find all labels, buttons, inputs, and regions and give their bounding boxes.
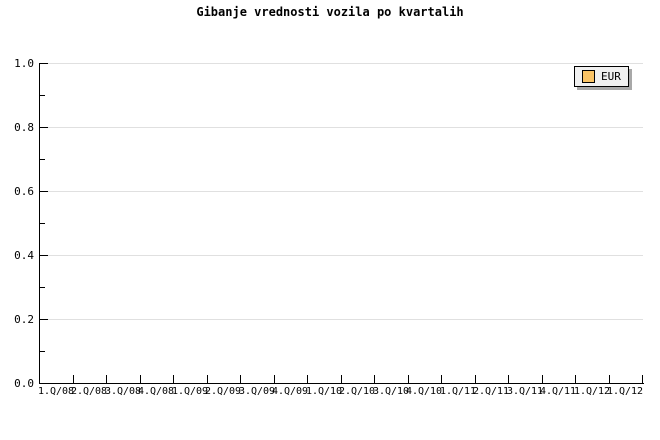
- x-tick-label: 1.Q/08: [37, 386, 75, 397]
- x-tick-label: 3.Q/11: [506, 386, 544, 397]
- x-tick: [240, 375, 241, 383]
- y-major-tick: [40, 255, 48, 256]
- x-tick: [575, 375, 576, 383]
- x-tick: [106, 375, 107, 383]
- y-minor-tick: [40, 159, 45, 160]
- x-tick-label: 1.Q/11: [439, 386, 477, 397]
- x-tick-label: 4.Q/10: [405, 386, 443, 397]
- x-tick-label: 3.Q/08: [104, 386, 142, 397]
- x-tick: [542, 375, 543, 383]
- x-tick-label: 3.Q/09: [238, 386, 276, 397]
- x-axis-line: [39, 383, 644, 384]
- x-tick-label: 4.Q/11: [539, 386, 577, 397]
- y-tick-label: 0.0: [14, 377, 34, 390]
- y-minor-tick: [40, 95, 45, 96]
- x-tick: [609, 375, 610, 383]
- x-tick: [140, 375, 141, 383]
- y-tick-label: 0.8: [14, 121, 34, 134]
- gridline: [40, 63, 643, 64]
- x-tick-label: 4.Q/08: [137, 386, 175, 397]
- x-tick: [274, 375, 275, 383]
- y-minor-tick: [40, 287, 45, 288]
- x-tick: [73, 375, 74, 383]
- x-tick: [475, 375, 476, 383]
- gridline: [40, 255, 643, 256]
- x-tick-label: 1.Q/12: [573, 386, 611, 397]
- legend: EUR: [574, 66, 629, 87]
- x-tick: [307, 375, 308, 383]
- gridline: [40, 191, 643, 192]
- legend-swatch-eur-icon: [582, 70, 595, 83]
- chart-title: Gibanje vrednosti vozila po kvartalih: [196, 5, 464, 19]
- y-major-tick: [40, 63, 48, 64]
- x-tick-label: 4.Q/09: [271, 386, 309, 397]
- x-tick-label: 2.Q/11: [472, 386, 510, 397]
- x-tick-label: 1.Q/12: [606, 386, 644, 397]
- x-tick: [508, 375, 509, 383]
- x-tick: [341, 375, 342, 383]
- y-tick-label: 0.4: [14, 249, 34, 262]
- y-tick-label: 1.0: [14, 57, 34, 70]
- gridline: [40, 127, 643, 128]
- x-tick: [441, 375, 442, 383]
- x-tick-label: 1.Q/09: [171, 386, 209, 397]
- x-tick: [642, 375, 643, 383]
- y-major-tick: [40, 191, 48, 192]
- x-tick-label: 3.Q/10: [372, 386, 410, 397]
- x-tick: [374, 375, 375, 383]
- y-minor-tick: [40, 351, 45, 352]
- x-tick-label: 2.Q/08: [70, 386, 108, 397]
- x-tick: [207, 375, 208, 383]
- x-tick-label: 2.Q/09: [204, 386, 242, 397]
- x-tick: [408, 375, 409, 383]
- y-major-tick: [40, 319, 48, 320]
- gridline: [40, 319, 643, 320]
- x-tick-label: 1.Q/10: [305, 386, 343, 397]
- y-tick-label: 0.2: [14, 313, 34, 326]
- y-minor-tick: [40, 223, 45, 224]
- x-tick: [173, 375, 174, 383]
- x-tick-label: 2.Q/10: [338, 386, 376, 397]
- y-major-tick: [40, 127, 48, 128]
- y-axis-line: [39, 63, 40, 384]
- legend-label: EUR: [601, 70, 621, 83]
- y-tick-label: 0.6: [14, 185, 34, 198]
